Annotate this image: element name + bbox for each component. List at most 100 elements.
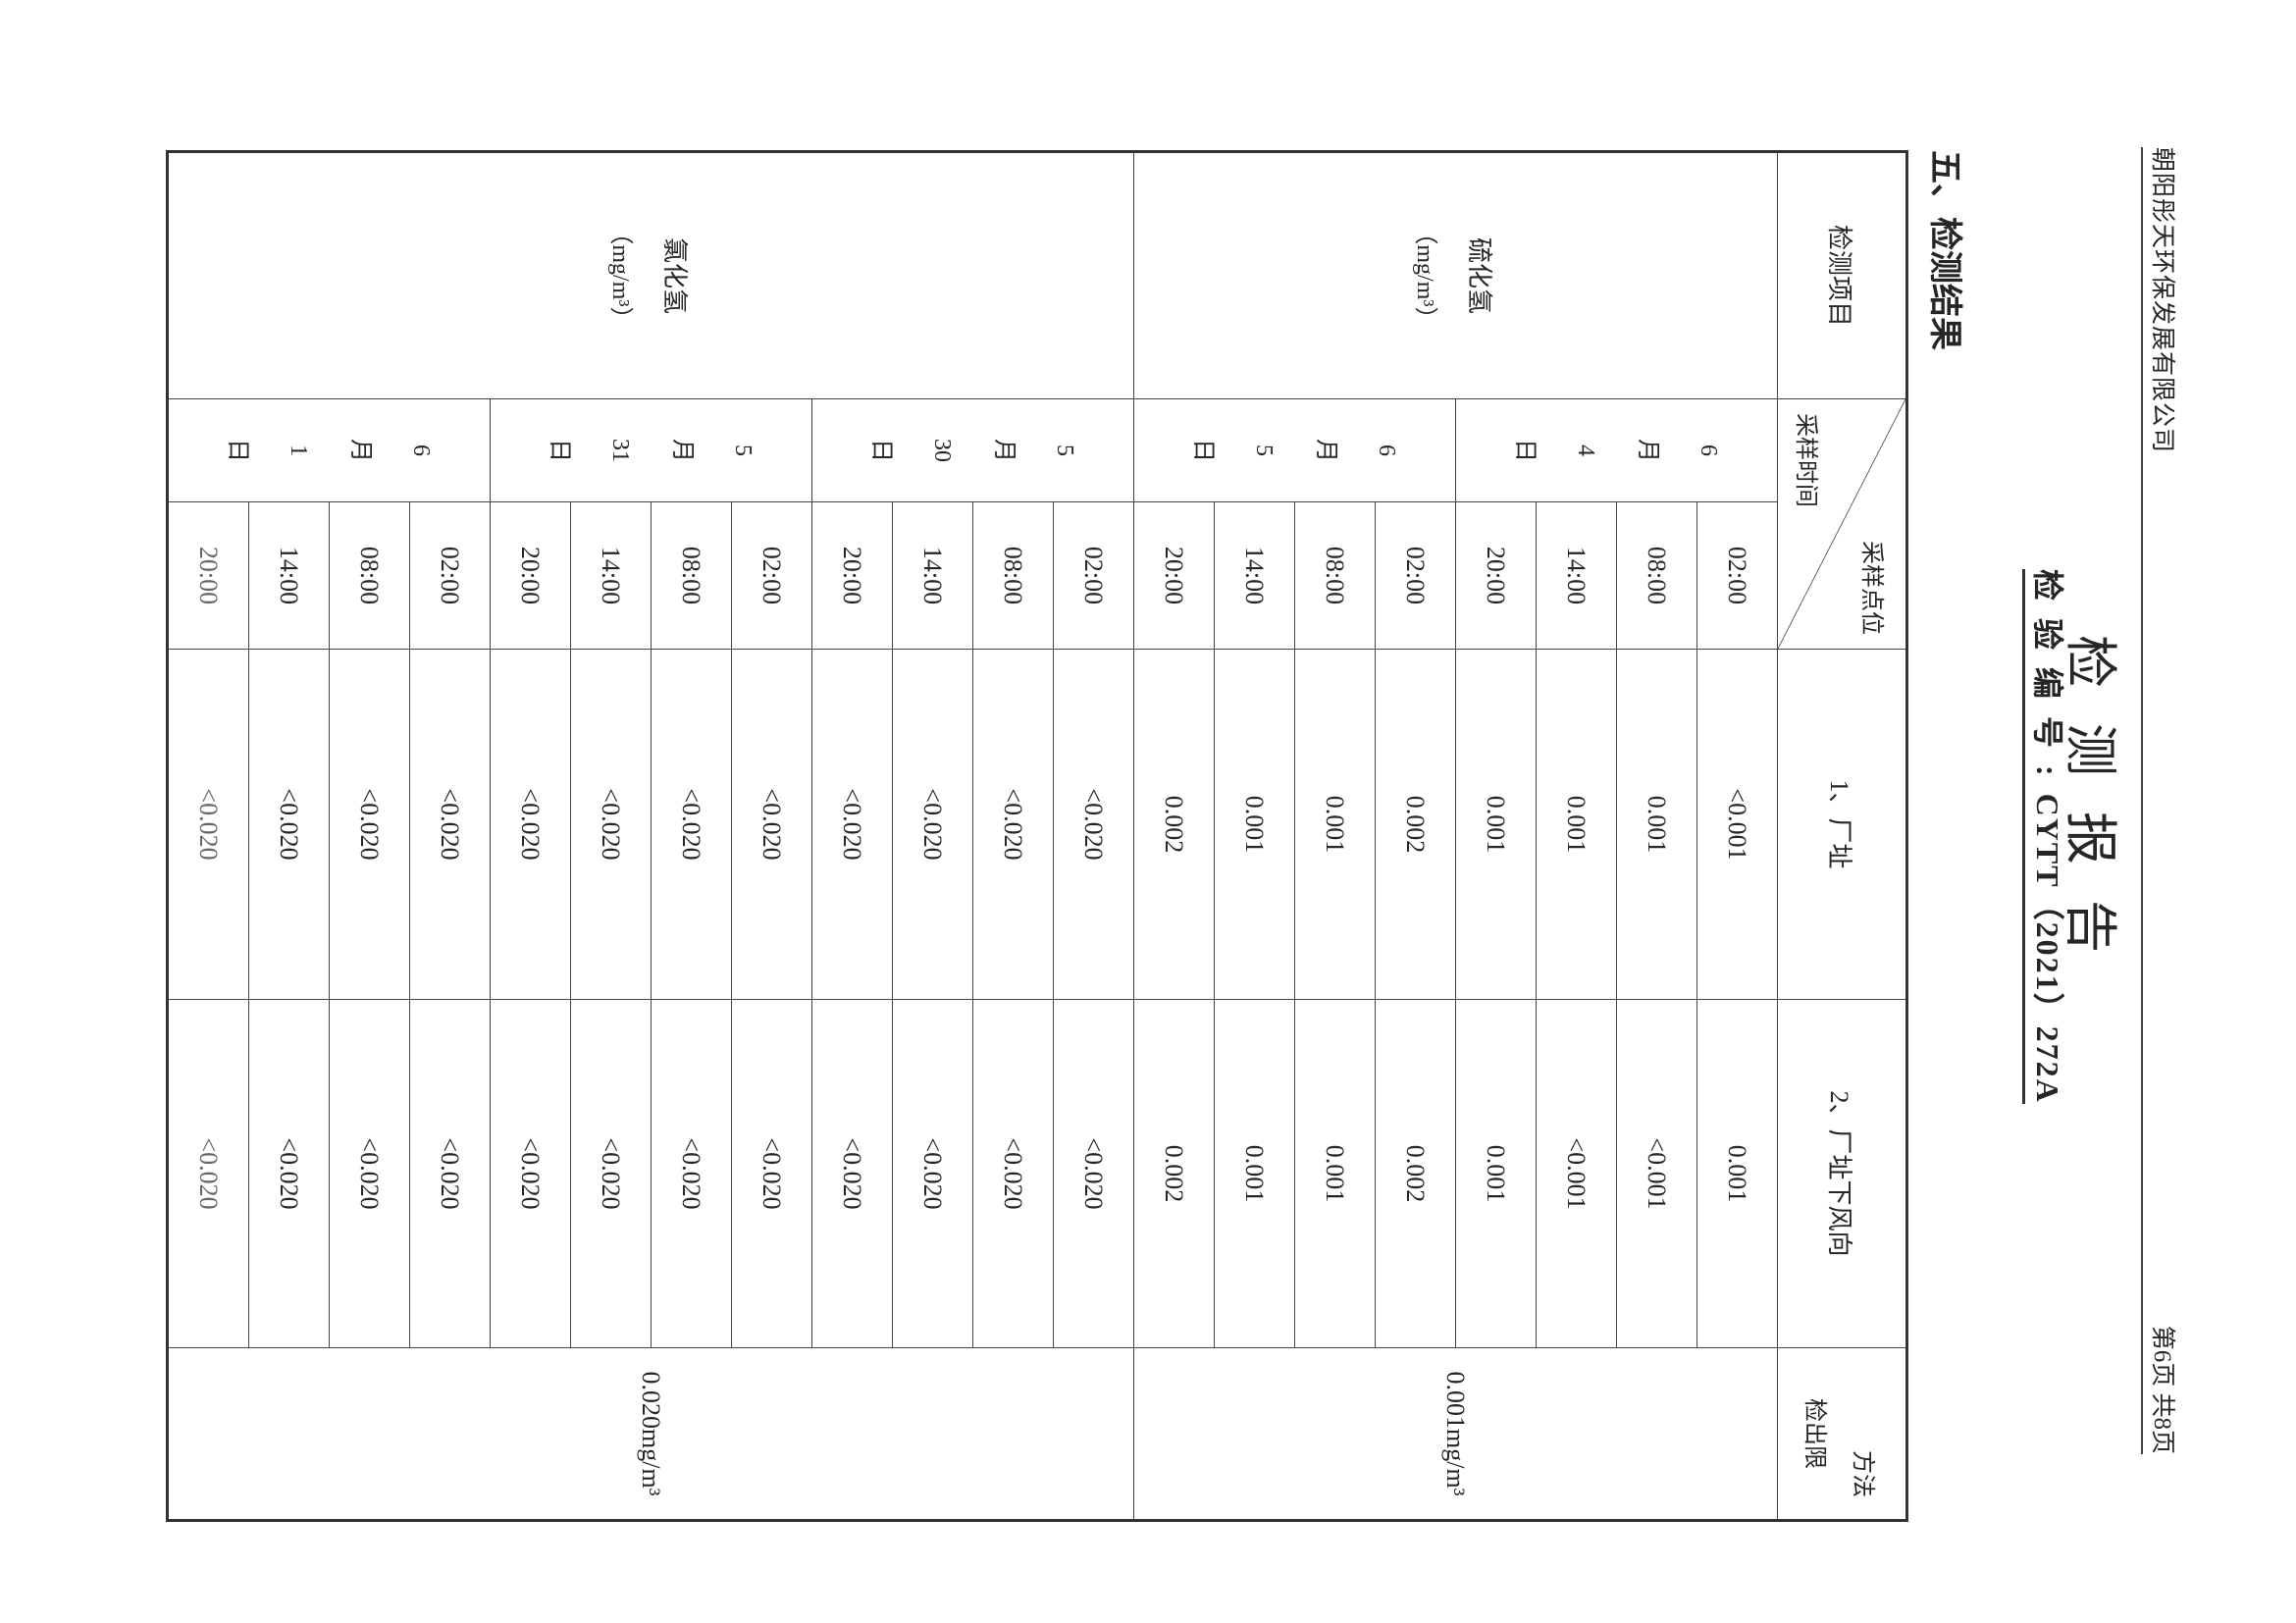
site1-value: <0.020	[167, 649, 249, 1000]
site2-value: <0.020	[248, 999, 330, 1348]
time-cell: 08:00	[1294, 501, 1376, 650]
detection-limit: 0.020mg/m³	[167, 1347, 1134, 1521]
time-cell: 02:00	[731, 501, 812, 650]
time-cell: 14:00	[892, 501, 973, 650]
item-unit: （mg/m³）	[1412, 221, 1438, 331]
company-name: 朝阳彤天环保发展有限公司	[2149, 147, 2175, 454]
site1-value: 0.001	[1294, 649, 1376, 1000]
site2-value: 0.001	[1214, 999, 1295, 1348]
item-cell: 硫化氢 （mg/m³）	[1133, 151, 1778, 399]
site2-value: <0.020	[651, 999, 732, 1348]
site2-value: <0.020	[972, 999, 1054, 1348]
header-method: 方法 检出限	[1777, 1347, 1907, 1521]
header-divider	[2141, 147, 2143, 1454]
table-header-row: 检测项目 采样点位 采样时间 1、厂址 2、厂址下风向 方法 检出限	[1777, 151, 1907, 1521]
table-row: 氯化氢 （mg/m³） 5月30日 02:00 <0.020 <0.020 0.020mg/…	[167, 151, 1134, 1521]
site1-value: <0.020	[892, 649, 973, 1000]
site1-value: <0.001	[1696, 649, 1778, 1000]
sampling-date: 5月31日	[547, 439, 757, 462]
site1-value: 0.001	[1536, 649, 1617, 1000]
header-diagonal: 采样点位 采样时间	[1777, 398, 1907, 650]
header-sampling-site: 采样点位	[1858, 541, 1884, 635]
header-item: 检测项目	[1777, 151, 1907, 399]
results-table: 检测项目 采样点位 采样时间 1、厂址 2、厂址下风向 方法 检出限 硫化氢 （mg…	[166, 150, 1908, 1522]
site2-value: <0.020	[490, 999, 571, 1348]
item-name: 硫化氢	[1465, 236, 1494, 314]
time-cell: 20:00	[1133, 501, 1215, 650]
time-cell: 08:00	[329, 501, 410, 650]
time-cell: 08:00	[972, 501, 1054, 650]
site2-value: <0.020	[811, 999, 893, 1348]
site2-value: <0.020	[329, 999, 410, 1348]
date-cell: 5月30日	[811, 398, 1134, 502]
time-cell: 02:00	[1053, 501, 1134, 650]
detection-limit: 0.001mg/m³	[1133, 1347, 1778, 1521]
site1-value: <0.020	[329, 649, 410, 1000]
sampling-date: 5月30日	[868, 439, 1078, 462]
time-cell: 02:00	[409, 501, 491, 650]
sampling-date: 6月4日	[1512, 439, 1722, 462]
header-site2: 2、厂址下风向	[1777, 999, 1907, 1348]
site1-value: 0.001	[1214, 649, 1295, 1000]
site2-value: <0.020	[409, 999, 491, 1348]
site2-value: <0.001	[1616, 999, 1697, 1348]
time-cell: 08:00	[1616, 501, 1697, 650]
diagonal-line	[1778, 399, 1905, 649]
site1-value: <0.020	[731, 649, 812, 1000]
time-cell: 02:00	[1696, 501, 1778, 650]
section-title: 五、检测结果	[1926, 150, 1962, 350]
time-cell: 20:00	[1455, 501, 1537, 650]
date-cell: 5月31日	[490, 398, 812, 502]
site2-value: 0.001	[1294, 999, 1376, 1348]
date-cell: 6月4日	[1455, 398, 1778, 502]
site2-value: <0.020	[1053, 999, 1134, 1348]
site1-value: <0.020	[490, 649, 571, 1000]
site1-value: <0.020	[248, 649, 330, 1000]
site1-value: <0.020	[409, 649, 491, 1000]
report-number-label: 检验编号:	[2030, 569, 2065, 794]
site2-value: 0.002	[1133, 999, 1215, 1348]
sampling-date: 6月5日	[1190, 439, 1400, 462]
site1-value: 0.002	[1375, 649, 1456, 1000]
time-cell: 20:00	[811, 501, 893, 650]
site1-value: <0.020	[972, 649, 1054, 1000]
site1-value: 0.001	[1455, 649, 1537, 1000]
time-cell: 14:00	[1214, 501, 1295, 650]
header-sampling-time: 采样时间	[1793, 413, 1818, 507]
date-cell: 6月1日	[167, 398, 491, 502]
site2-value: 0.001	[1455, 999, 1537, 1348]
site1-value: <0.020	[1053, 649, 1134, 1000]
site2-value: <0.020	[570, 999, 652, 1348]
site1-value: 0.002	[1133, 649, 1215, 1000]
time-cell: 14:00	[248, 501, 330, 650]
time-cell: 20:00	[167, 501, 249, 650]
item-name: 氯化氢	[660, 236, 690, 314]
report-number-value: CYTT（2021）272A	[2030, 793, 2065, 1104]
site1-value: <0.020	[570, 649, 652, 1000]
site2-value: 0.001	[1696, 999, 1778, 1348]
site1-value: <0.020	[811, 649, 893, 1000]
site2-value: <0.020	[167, 999, 249, 1348]
time-cell: 14:00	[1536, 501, 1617, 650]
header-limit-label: 检出限	[1801, 1398, 1827, 1469]
site2-value: <0.020	[731, 999, 812, 1348]
site2-value: 0.002	[1375, 999, 1456, 1348]
time-cell: 08:00	[651, 501, 732, 650]
site1-value: <0.020	[651, 649, 732, 1000]
site2-value: <0.020	[892, 999, 973, 1348]
header-site1: 1、厂址	[1777, 649, 1907, 1000]
site2-value: <0.001	[1536, 999, 1617, 1348]
time-cell: 14:00	[570, 501, 652, 650]
sampling-date: 6月1日	[225, 439, 435, 462]
date-cell: 6月5日	[1133, 398, 1456, 502]
header-method-label: 方法	[1850, 1450, 1875, 1497]
page-number: 第6页 共8页	[2149, 1325, 2175, 1454]
item-unit: （mg/m³）	[607, 221, 634, 331]
time-cell: 20:00	[490, 501, 571, 650]
item-cell: 氯化氢 （mg/m³）	[167, 151, 1134, 399]
site1-value: 0.001	[1616, 649, 1697, 1000]
report-number: 检验编号:CYTT（2021）272A	[2022, 569, 2072, 1104]
table-row: 硫化氢 （mg/m³） 6月4日 02:00 <0.001 0.001 0.001mg/m³	[1133, 151, 1778, 1521]
time-cell: 02:00	[1375, 501, 1456, 650]
